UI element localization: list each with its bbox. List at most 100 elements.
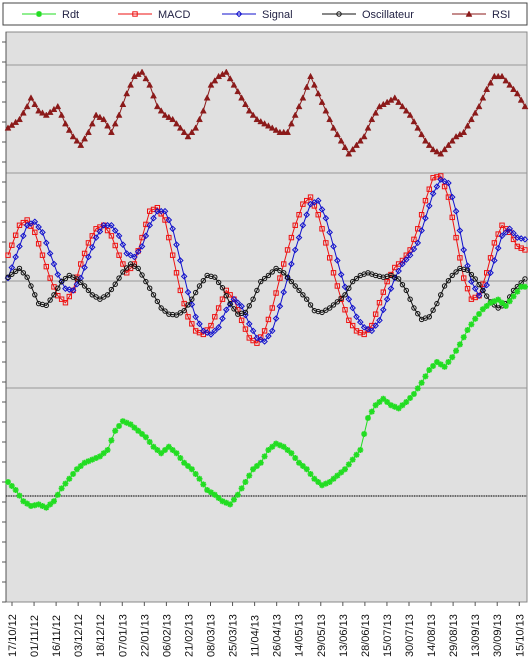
point-rdt [70,471,77,477]
point-oscillateur [85,287,92,294]
point-signal [494,244,502,252]
point-rdt [437,361,444,368]
point-rdt [39,503,46,509]
point-oscillateur [434,300,440,307]
point-macd [422,197,429,204]
point-rsi [230,81,238,88]
point-rsi [173,120,180,127]
point-oscillateur [307,302,314,308]
point-macd [361,331,367,338]
point-signal [180,273,188,280]
point-signal [487,269,494,277]
point-macd [334,283,341,289]
point-oscillateur [127,261,134,267]
point-signal [318,206,326,213]
point-signal [475,292,483,299]
point-signal [345,295,353,303]
point-oscillateur [273,265,279,272]
point-macd [5,252,11,258]
point-rsi [69,132,77,140]
point-macd [457,255,463,261]
point-rdt [127,421,134,428]
point-rsi [433,148,441,155]
point-signal [134,248,142,255]
point-signal [96,228,104,235]
point-rsi [356,137,364,144]
point-oscillateur [135,265,141,272]
point-rdt [227,501,234,508]
point-macd [307,194,314,200]
point-macd [438,173,444,179]
point-rdt [487,299,494,306]
point-macd [200,331,207,338]
point-rsi [127,81,134,88]
point-signal [410,245,418,253]
point-macd [304,197,310,204]
point-rdt [234,491,241,498]
point-rsi [341,143,349,150]
point-oscillateur [250,296,256,302]
point-macd [208,322,214,329]
legend-entry-rsi: RSI [452,9,510,21]
point-rdt [181,459,188,466]
point-signal [123,250,131,257]
point-rsi [157,107,165,114]
point-oscillateur [296,287,302,294]
point-oscillateur [189,296,195,302]
point-signal [111,227,119,234]
point-signal [506,225,513,233]
point-signal [341,283,349,291]
series-oscillateur [5,261,528,323]
point-macd [154,204,161,211]
point-rdt [334,472,341,479]
point-rsi [96,113,104,120]
point-oscillateur [288,278,295,285]
point-rdt [81,459,88,466]
point-macd [166,234,172,241]
x-axis: 17/10/12 01/11/12 16/11/12 03/12/12 18/12/12… [7,602,526,657]
point-rdt [479,306,486,313]
x-tick-label: 30/09/13 [492,614,504,657]
legend: Rdt MACD Signal Oscillateur RSI [2,2,528,26]
point-signal [85,253,92,261]
point-rdt [16,492,23,499]
point-oscillateur [9,271,15,277]
point-rsi [264,122,272,129]
x-tick-label: 25/03/13 [228,614,240,657]
point-oscillateur [353,275,360,282]
point-rsi [165,113,173,120]
point-oscillateur [300,292,306,298]
point-rsi [337,137,345,144]
point-signal [268,327,276,335]
point-oscillateur [258,278,264,285]
point-rdt [177,455,184,461]
point-rsi [115,111,123,118]
point-macd [300,201,306,207]
point-macd [284,247,291,253]
legend-marker [465,10,473,17]
point-oscillateur [112,281,118,287]
point-macd [491,240,498,246]
point-macd [32,229,38,236]
point-signal [265,332,272,340]
point-signal [108,221,115,229]
point-signal [483,281,491,289]
y-axis [2,32,7,603]
point-macd [219,296,226,302]
point-oscillateur [227,300,233,307]
point-signal [173,241,180,248]
point-signal [261,338,268,345]
point-macd [430,175,436,181]
point-rsi [226,74,234,82]
point-oscillateur [20,270,27,276]
point-rsi [146,81,154,88]
point-signal [364,325,372,333]
point-rdt [196,475,203,482]
point-rsi [73,137,81,144]
point-rsi [295,102,303,110]
point-rsi [176,124,184,131]
point-oscillateur [449,272,455,279]
point-rdt [449,354,456,361]
point-rsi [284,128,291,135]
point-signal [184,288,192,296]
